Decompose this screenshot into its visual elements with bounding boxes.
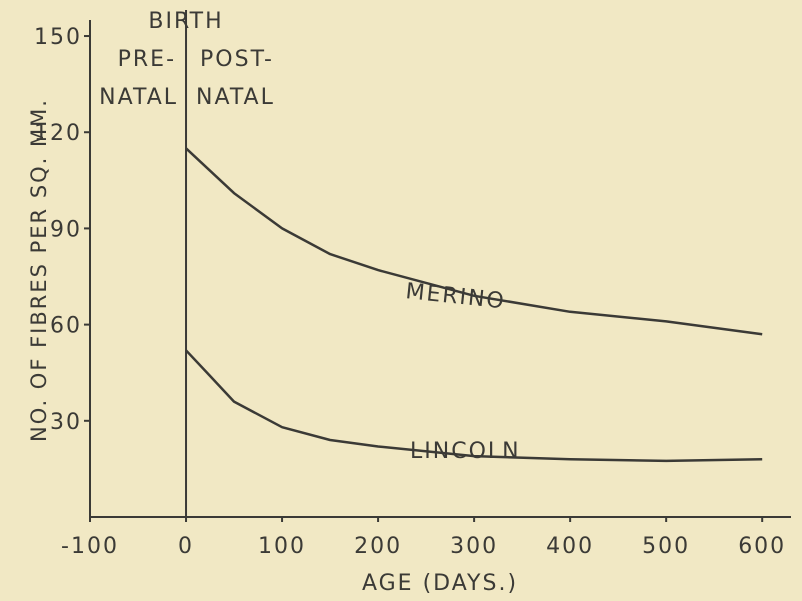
y-tick-label: 90	[50, 217, 82, 242]
annotation: PRE-	[118, 47, 176, 72]
series-label: LINCOLN	[410, 439, 521, 464]
x-tick-label: 0	[178, 534, 194, 559]
y-tick-label: 60	[50, 314, 82, 339]
x-tick-label: 500	[642, 534, 690, 559]
x-tick-label: 400	[546, 534, 594, 559]
y-tick-label: 30	[50, 410, 82, 435]
annotation: POST-	[200, 47, 274, 72]
annotation: BIRTH	[148, 9, 223, 34]
y-axis-label: NO. OF FIBRES PER SQ. MM.	[27, 98, 51, 442]
line	[185, 349, 763, 463]
x-tick-label: -100	[61, 534, 119, 559]
x-tick-label: 200	[354, 534, 402, 559]
annotation: NATAL	[99, 85, 178, 110]
y-tick-label: 150	[34, 25, 82, 50]
series-label: MERINO	[404, 279, 507, 314]
x-axis-label: AGE (DAYS.)	[362, 571, 518, 596]
x-tick-label: 100	[258, 534, 306, 559]
x-tick-label: 600	[738, 534, 786, 559]
line	[185, 147, 763, 336]
annotation: NATAL	[196, 85, 275, 110]
y-tick-label: 120	[34, 121, 82, 146]
x-tick-label: 300	[450, 534, 498, 559]
